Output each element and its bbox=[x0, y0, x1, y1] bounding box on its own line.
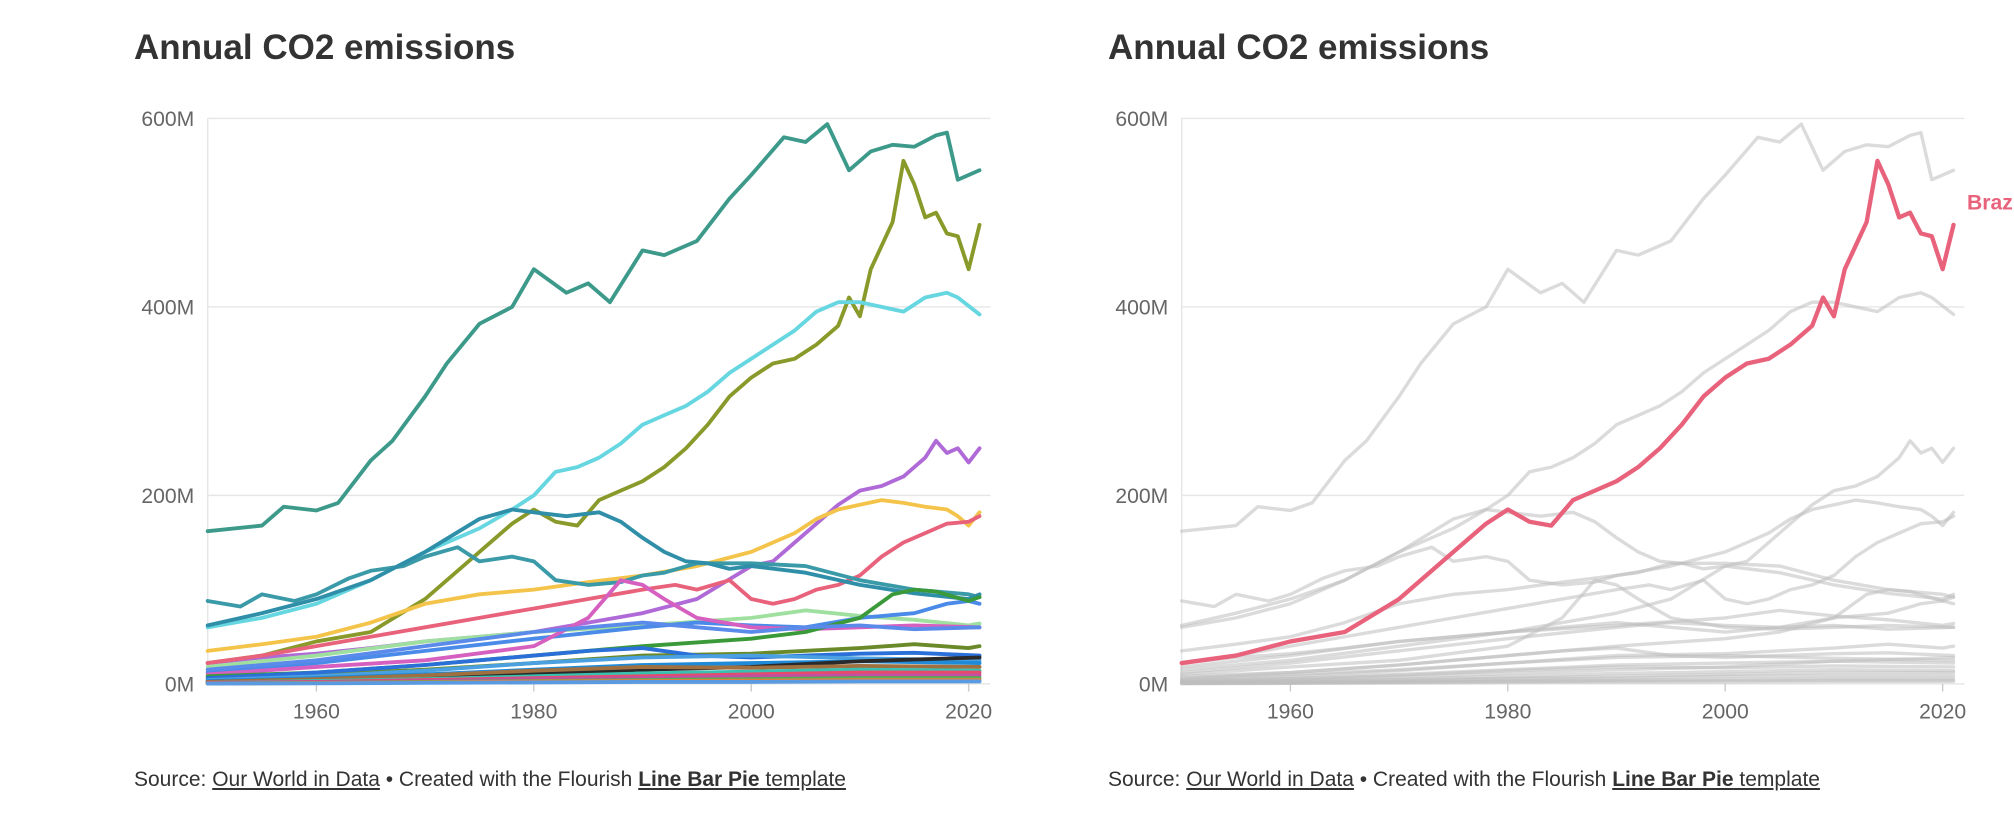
series-line bbox=[1180, 646, 1956, 680]
x-tick-label: 1980 bbox=[1484, 700, 1531, 723]
source-middle: • Created with the Flourish bbox=[379, 768, 639, 791]
series-line bbox=[205, 679, 982, 686]
series-line bbox=[205, 514, 982, 665]
series-line bbox=[205, 290, 982, 630]
series-line bbox=[1180, 620, 1956, 672]
y-tick-label: 400M bbox=[1115, 297, 1168, 320]
x-tick-label: 2000 bbox=[728, 700, 775, 723]
template-name: Line Bar Pie bbox=[1612, 768, 1734, 791]
source-link-template[interactable]: Line Bar Pie template bbox=[1612, 768, 1820, 791]
chart-panel-right: Annual CO2 emissions 0M 200M 400M 600M 1960 1… bbox=[974, 0, 2014, 834]
series-line bbox=[1180, 608, 1956, 669]
series-line bbox=[1180, 507, 1956, 628]
series-line bbox=[205, 646, 982, 681]
chart-title: Annual CO2 emissions bbox=[1108, 28, 1490, 67]
x-tick-label: 1960 bbox=[1267, 700, 1314, 723]
y-tick-label: 600M bbox=[141, 108, 194, 131]
source-link-template[interactable]: Line Bar Pie template bbox=[638, 768, 846, 791]
series-line bbox=[1180, 545, 1956, 609]
series-line bbox=[205, 620, 982, 672]
series-line bbox=[205, 653, 982, 683]
x-tick-label: 1980 bbox=[510, 700, 557, 723]
series-line bbox=[205, 608, 982, 669]
series-line bbox=[1180, 664, 1956, 684]
y-tick-label: 0M bbox=[1139, 674, 1168, 697]
template-suffix: template bbox=[1733, 768, 1820, 791]
series-line bbox=[205, 122, 982, 534]
x-tick-label: 2020 bbox=[1919, 700, 1966, 723]
x-tick-label: 1960 bbox=[293, 700, 340, 723]
y-tick-label: 200M bbox=[1115, 485, 1168, 508]
template-name: Line Bar Pie bbox=[638, 768, 760, 791]
chart-panel-left: Annual CO2 emissions 0M 200M 400M 600M 1960 1… bbox=[0, 0, 1000, 834]
series-line bbox=[1180, 291, 1956, 629]
source-middle: • Created with the Flourish bbox=[1353, 768, 1613, 791]
y-tick-label: 200M bbox=[141, 485, 194, 508]
source-line: Source: Our World in Data • Created with… bbox=[134, 768, 846, 792]
source-prefix: Source: bbox=[134, 768, 213, 791]
y-tick-label: 600M bbox=[1115, 108, 1168, 131]
series-line bbox=[1180, 514, 1956, 665]
series-line bbox=[1180, 679, 1956, 686]
line-chart-left: 0M 200M 400M 600M 1960 1980 2000 2020 bbox=[141, 108, 992, 723]
x-tick-label: 2000 bbox=[1702, 700, 1749, 723]
template-suffix: template bbox=[759, 768, 846, 791]
series-line-highlight bbox=[1179, 158, 1956, 666]
line-chart-right: 0M 200M 400M 600M 1960 1980 2000 2020 Brazil bbox=[1115, 108, 2014, 723]
series-line bbox=[205, 545, 982, 609]
series-line bbox=[205, 158, 982, 665]
series-line bbox=[1180, 578, 1956, 677]
series-line bbox=[1180, 122, 1956, 533]
y-tick-label: 400M bbox=[141, 297, 194, 320]
source-prefix: Source: bbox=[1108, 768, 1187, 791]
x-tick-label: 2020 bbox=[945, 700, 992, 723]
source-link-owid[interactable]: Our World in Data bbox=[212, 768, 380, 791]
series-line bbox=[205, 664, 982, 684]
series-line bbox=[205, 507, 982, 628]
series-line bbox=[1180, 653, 1956, 682]
y-tick-label: 0M bbox=[165, 674, 194, 697]
source-link-owid[interactable]: Our World in Data bbox=[1186, 768, 1354, 791]
source-line: Source: Our World in Data • Created with… bbox=[1108, 768, 1820, 792]
series-line bbox=[1180, 599, 1956, 675]
series-line bbox=[205, 498, 982, 653]
chart-title: Annual CO2 emissions bbox=[134, 28, 516, 67]
series-label-brazil: Brazil bbox=[1967, 192, 2014, 215]
